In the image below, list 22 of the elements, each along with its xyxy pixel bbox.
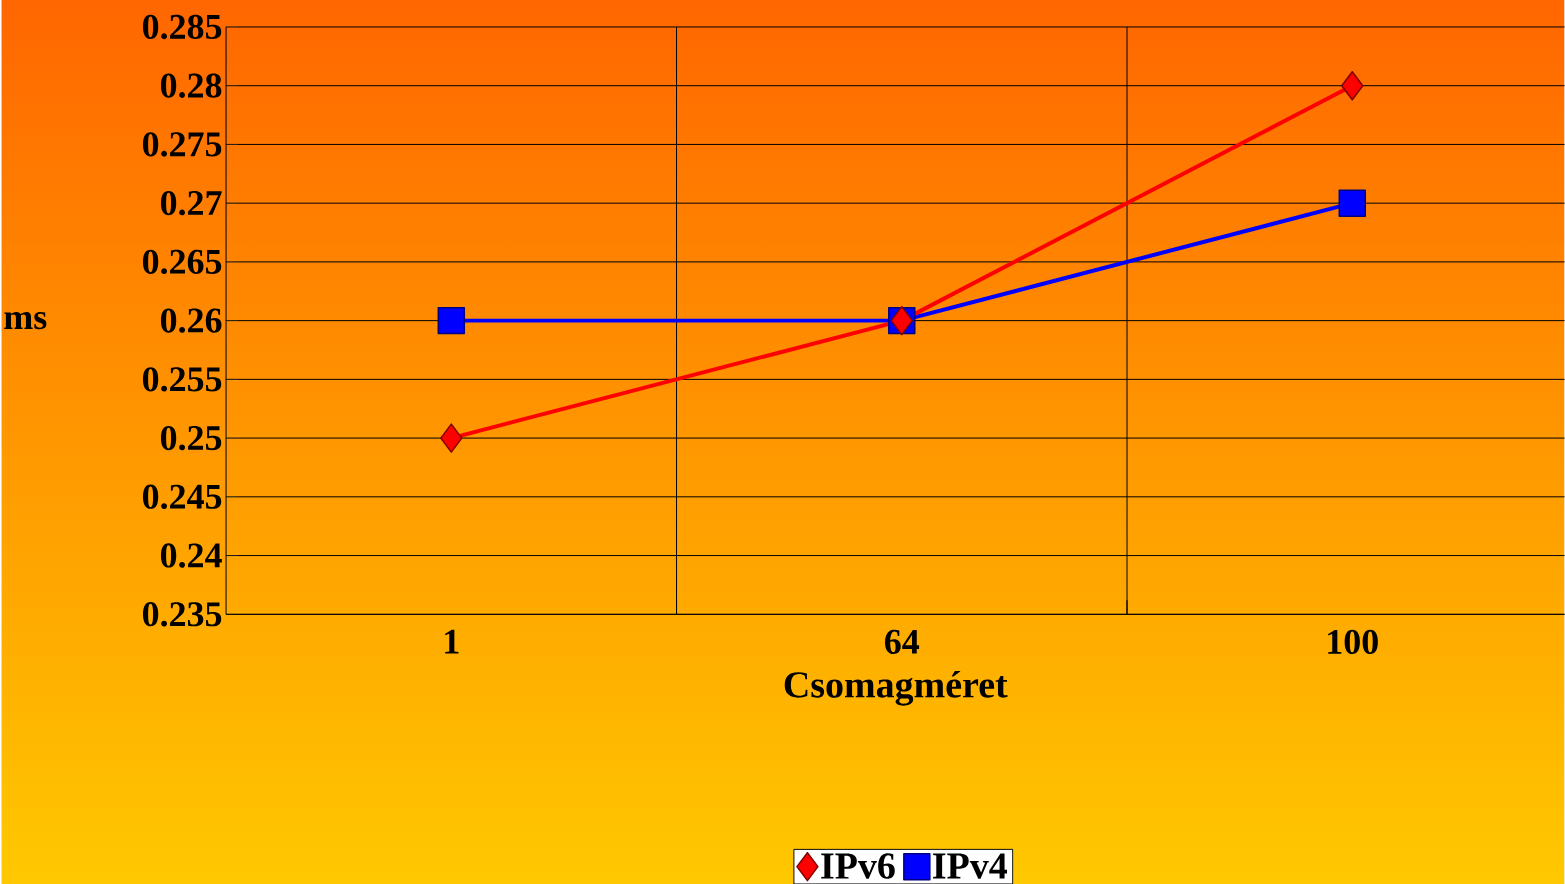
point — [437, 306, 466, 335]
y-tick-label: 0.24 — [160, 543, 222, 568]
x-tick-label: 100 — [1328, 629, 1378, 654]
y-tick-label: 0.25 — [160, 425, 222, 451]
x-axis-title: Csomagméret — [784, 670, 1008, 706]
legend-label: IPv4 — [933, 853, 1008, 879]
point — [440, 423, 463, 453]
point — [1338, 189, 1366, 217]
x-tick-label: 64 — [885, 629, 920, 654]
y-tick-label: 0.28 — [160, 73, 222, 98]
y-tick-label: 0.245 — [142, 484, 222, 509]
y-tick-label: 0.275 — [142, 131, 222, 157]
x-tick-label: 1 — [445, 629, 459, 654]
point — [1341, 70, 1364, 101]
y-tick-label: 0.235 — [142, 601, 222, 627]
y-tick-label: 0.255 — [142, 366, 222, 392]
y-tick-label: 0.26 — [160, 308, 222, 333]
y-tick-label: 0.27 — [160, 190, 222, 216]
y-tick-label: 0.265 — [142, 249, 222, 274]
y-tick-label: 0.285 — [142, 14, 222, 39]
legend-label: IPv6 — [821, 853, 895, 879]
y-axis-title: ms — [4, 311, 47, 330]
